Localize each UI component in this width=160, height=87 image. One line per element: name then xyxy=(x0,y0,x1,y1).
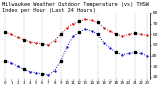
Text: Milwaukee Weather Outdoor Temperature (vs) THSW Index per Hour (Last 24 Hours): Milwaukee Weather Outdoor Temperature (v… xyxy=(2,2,149,13)
